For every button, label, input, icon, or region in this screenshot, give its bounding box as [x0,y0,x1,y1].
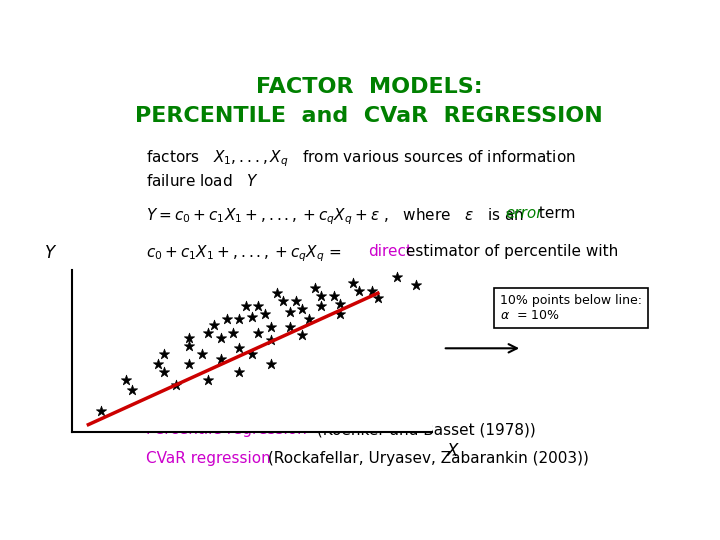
Point [258,310,270,319]
Point [271,289,283,298]
Text: Percentile regression: Percentile regression [145,422,307,437]
Point [215,334,226,342]
Point [334,310,346,319]
Point [240,302,251,310]
Point [202,328,214,337]
Point [347,278,359,287]
Point [410,281,421,289]
Point [246,349,258,358]
Text: factors   $X_1,...,X_q$   from various sources of information: factors $X_1,...,X_q$ from various sourc… [145,148,575,168]
Point [184,341,195,350]
Point [228,328,239,337]
Point [184,360,195,368]
Text: 10% points below line:
$\alpha$  = 10%: 10% points below line: $\alpha$ = 10% [500,294,642,322]
Point [234,344,246,353]
Point [196,349,207,358]
Point [284,323,295,332]
Point [334,299,346,308]
Point [171,381,182,389]
Text: PERCENTILE  and  CVaR  REGRESSION: PERCENTILE and CVaR REGRESSION [135,106,603,126]
Text: $Y$: $Y$ [44,244,57,262]
Point [284,307,295,316]
Text: failure load   $Y$: failure load $Y$ [145,173,258,189]
Point [246,313,258,321]
Point [152,360,163,368]
Text: error: error [505,206,543,221]
Point [328,292,340,300]
Point [95,407,107,416]
Point [303,315,315,324]
Point [265,323,276,332]
Point [158,349,170,358]
Point [253,328,264,337]
Text: $c_0 + c_1 X_1 +,...,+ c_q X_q$ =: $c_0 + c_1 X_1 +,...,+ c_q X_q$ = [145,244,343,264]
Point [265,360,276,368]
Point [234,368,246,376]
Point [202,376,214,384]
Text: direct: direct [368,244,412,259]
Point [127,386,138,395]
Text: $X$: $X$ [446,442,461,460]
Text: (Rockafellar, Uryasev, Zabarankin (2003)): (Rockafellar, Uryasev, Zabarankin (2003)… [263,451,589,467]
Text: $Y = c_0 + c_1 X_1 +,...,+ c_q X_q + \varepsilon$ ,   where   $\varepsilon$   is: $Y = c_0 + c_1 X_1 +,...,+ c_q X_q + \va… [145,206,525,227]
Point [290,296,302,305]
Point [372,294,384,303]
Point [265,336,276,345]
Point [309,284,320,292]
Text: term: term [534,206,575,221]
Point [234,315,246,324]
Text: FACTOR  MODELS:: FACTOR MODELS: [256,77,482,97]
Point [158,368,170,376]
Point [120,376,132,384]
Point [354,286,365,295]
Text: $\alpha$   confidence: $\alpha$ confidence [302,268,411,285]
Text: estimator of percentile with: estimator of percentile with [401,244,618,259]
Point [391,273,402,282]
Point [221,315,233,324]
Point [209,320,220,329]
Point [278,296,289,305]
Text: CVaR regression: CVaR regression [145,451,271,467]
Point [253,302,264,310]
Point [315,292,327,300]
Point [297,305,308,313]
Point [366,286,377,295]
Text: (Koenker and Basset (1978)): (Koenker and Basset (1978)) [312,422,535,437]
Point [184,334,195,342]
Point [215,355,226,363]
Point [315,302,327,310]
Point [297,331,308,340]
